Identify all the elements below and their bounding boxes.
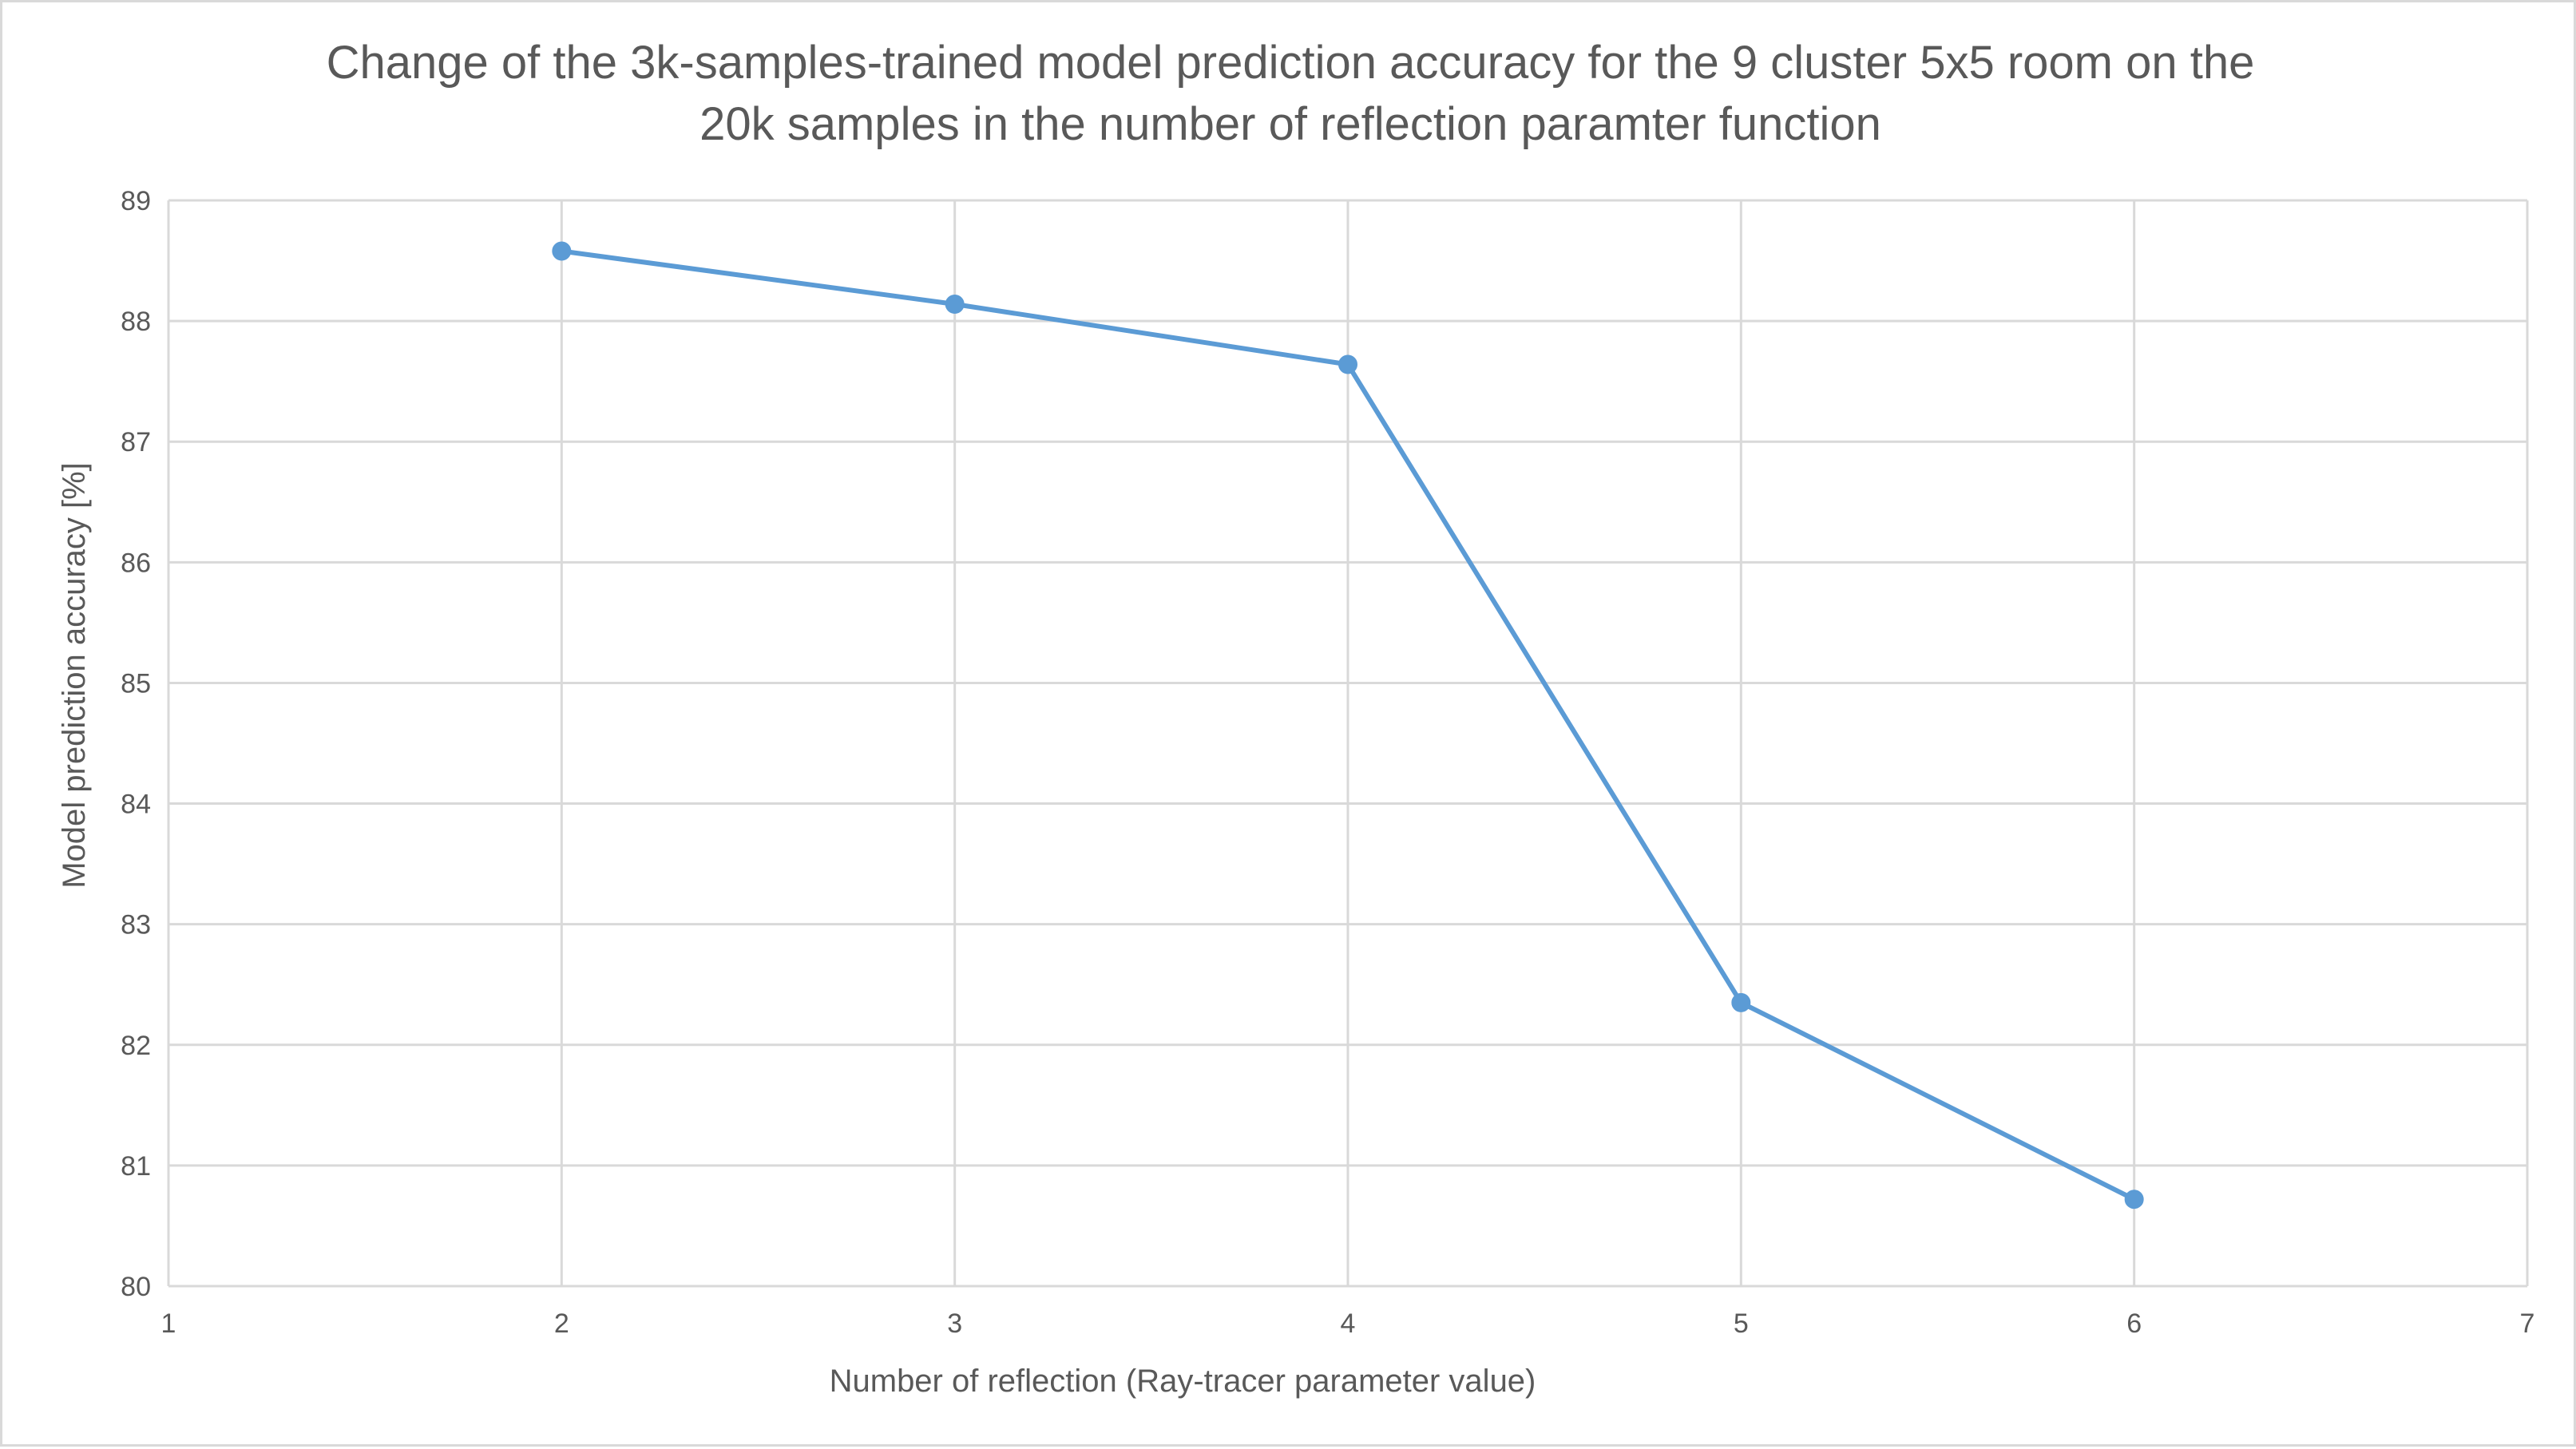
data-point-x3 bbox=[945, 294, 965, 314]
x-tick-label-2: 2 bbox=[554, 1308, 569, 1339]
y-tick-label-86: 86 bbox=[121, 548, 151, 578]
y-axis-label: Model prediction accuracy [%] bbox=[57, 462, 92, 889]
y-tick-label-83: 83 bbox=[121, 910, 151, 940]
chart-title-line-1: Change of the 3k-samples-trained model p… bbox=[327, 37, 2255, 89]
x-tick-label-5: 5 bbox=[1734, 1308, 1749, 1339]
x-tick-label-3: 3 bbox=[947, 1308, 962, 1339]
data-point-x2 bbox=[552, 241, 572, 261]
data-series bbox=[552, 241, 2144, 1209]
y-tick-label-84: 84 bbox=[121, 790, 151, 820]
x-tick-label-7: 7 bbox=[2520, 1308, 2535, 1339]
x-axis-label: Number of reflection (Ray-tracer paramet… bbox=[830, 1364, 1536, 1399]
y-tick-label-80: 80 bbox=[121, 1272, 151, 1302]
y-tick-label-82: 82 bbox=[121, 1031, 151, 1061]
y-tick-label-87: 87 bbox=[121, 427, 151, 457]
y-tick-label-85: 85 bbox=[121, 668, 151, 699]
x-tick-label-1: 1 bbox=[161, 1308, 176, 1339]
y-tick-label-89: 89 bbox=[121, 186, 151, 216]
x-tick-label-6: 6 bbox=[2126, 1308, 2142, 1339]
y-tick-label-88: 88 bbox=[121, 307, 151, 337]
data-point-x5 bbox=[1731, 992, 1751, 1012]
tick-labels: 80 81 82 83 84 85 86 87 88 89 1 2 3 4 5 6 7 bbox=[121, 186, 2534, 1339]
gridlines bbox=[167, 199, 2529, 1288]
x-tick-label-4: 4 bbox=[1341, 1308, 1356, 1339]
data-point-x6 bbox=[2124, 1190, 2144, 1209]
data-point-x4 bbox=[1338, 354, 1357, 374]
y-tick-label-81: 81 bbox=[121, 1151, 151, 1182]
chart-title-line-2: 20k samples in the number of reflection … bbox=[699, 98, 1881, 150]
